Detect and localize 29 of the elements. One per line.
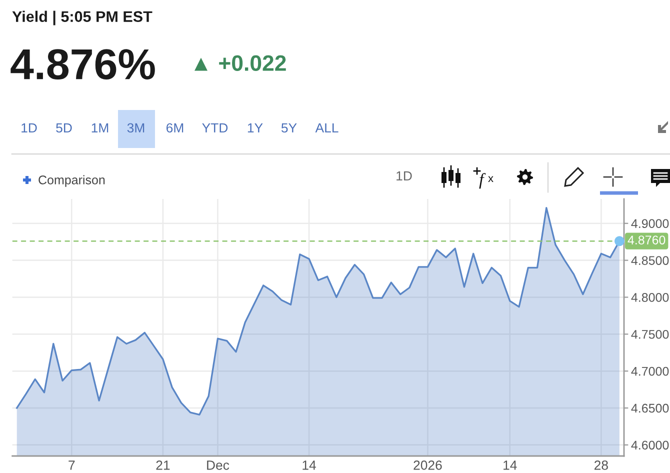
text: 5D <box>56 123 72 133</box>
text: 5Y <box>281 123 297 133</box>
y-tick-label: 4.7500 <box>631 330 669 339</box>
x-tick-label: 14 <box>504 460 517 470</box>
y-tick-label: 4.8500 <box>631 256 669 265</box>
x-tick-label: Dec <box>207 460 230 470</box>
x-tick-label: 7 <box>68 460 75 470</box>
text: ▲ +0.022 <box>194 55 286 71</box>
y-tick-label: 4.6500 <box>631 404 669 413</box>
chart-title: Yield | 5:05 PM EST <box>12 10 152 26</box>
text: 1D <box>396 171 412 180</box>
chart-subtitle: 4.876% <box>10 49 155 80</box>
y-tick-label: 4.8000 <box>631 293 669 302</box>
text: 1Y <box>248 123 263 132</box>
y-tick-label: 4.6000 <box>631 440 669 450</box>
x-tick-label: 28 <box>594 460 608 470</box>
text: 3M <box>127 123 144 133</box>
text: 1D <box>22 123 37 132</box>
ref-line-label: 4.8760 <box>628 236 666 244</box>
text: YTD <box>202 123 228 132</box>
y-tick-label: 4.7000 <box>631 366 669 376</box>
y-tick-label: 4.9000 <box>631 219 669 228</box>
text: Comparison <box>38 175 105 187</box>
text: 6M <box>166 123 184 133</box>
text: 1M <box>92 123 108 132</box>
x-tick-label: 2026 <box>414 460 442 470</box>
x-tick-label: 21 <box>156 460 170 470</box>
x-tick-label: 14 <box>302 460 316 470</box>
text: ALL <box>315 123 338 132</box>
